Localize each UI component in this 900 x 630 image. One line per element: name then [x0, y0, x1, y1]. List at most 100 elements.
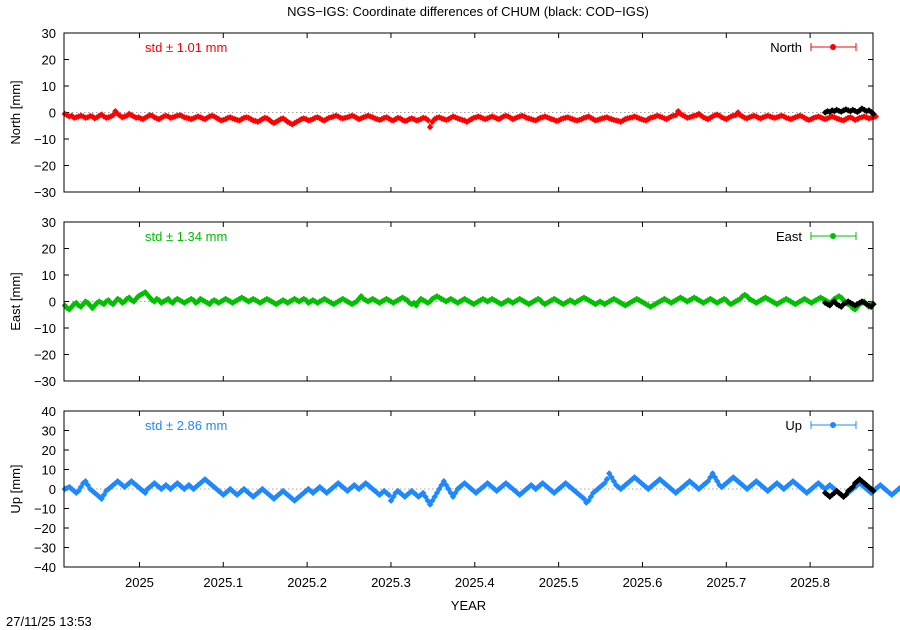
data-point — [93, 114, 101, 121]
y-tick-label: −20 — [34, 159, 56, 174]
data-point — [236, 117, 243, 124]
data-point — [509, 485, 516, 493]
data-point — [550, 116, 558, 124]
data-point — [649, 481, 657, 489]
data-point — [672, 111, 680, 119]
data-point — [856, 107, 863, 114]
y-tick-label: 0 — [49, 482, 56, 497]
data-point — [780, 113, 788, 120]
data-point — [861, 479, 868, 487]
data-point — [805, 298, 813, 305]
data-point — [626, 299, 634, 307]
data-point — [739, 113, 746, 120]
data-point — [725, 114, 732, 121]
y-tick-label: −10 — [34, 502, 56, 517]
data-point — [130, 113, 137, 120]
data-point — [734, 478, 742, 485]
data-point — [810, 298, 817, 305]
data-point — [227, 114, 234, 121]
data-point — [771, 481, 778, 489]
data-point — [631, 296, 638, 304]
data-point — [720, 481, 728, 489]
data-point — [697, 298, 705, 305]
data-point — [61, 485, 69, 493]
data-point — [693, 483, 700, 491]
data-point — [640, 299, 647, 307]
data-point — [560, 481, 567, 489]
data-point — [334, 113, 342, 120]
data-point — [766, 296, 774, 304]
data-point — [585, 497, 592, 504]
data-point — [231, 298, 239, 305]
data-point — [562, 299, 569, 307]
data-point — [109, 481, 117, 489]
data-point — [707, 295, 714, 303]
data-point — [594, 299, 601, 307]
data-point — [725, 478, 732, 485]
data-point — [585, 113, 592, 120]
data-point — [573, 298, 581, 305]
data-point — [640, 481, 647, 489]
data-point — [107, 113, 114, 120]
data-point — [720, 295, 728, 303]
data-point — [815, 295, 822, 303]
data-point — [679, 295, 686, 303]
data-point — [645, 485, 652, 493]
data-point — [89, 304, 96, 312]
data-point — [167, 298, 174, 305]
legend-label: Up — [785, 418, 802, 433]
data-point — [351, 113, 358, 120]
data-point — [743, 293, 751, 300]
data-point — [589, 115, 597, 123]
data-point — [851, 302, 859, 309]
data-point — [684, 479, 691, 487]
data-point — [603, 476, 611, 483]
panel-east: 30 20 10 0 −10 −20 −30 std ± 1.34 mm East East [m… — [8, 215, 877, 389]
plot-frame — [63, 410, 874, 568]
legend-label: North — [770, 40, 802, 55]
data-point — [564, 298, 572, 305]
data-point — [856, 476, 863, 483]
data-point — [762, 294, 769, 301]
data-point — [847, 299, 854, 307]
data-point — [734, 109, 742, 116]
data-point — [766, 485, 774, 493]
data-point — [883, 487, 891, 495]
data-point — [580, 495, 588, 502]
data-point — [856, 299, 863, 307]
data-point — [461, 117, 468, 124]
data-point — [893, 487, 900, 495]
data-point — [762, 485, 769, 493]
data-point — [808, 115, 815, 123]
data-point — [491, 114, 498, 121]
data-point — [238, 487, 245, 495]
data-point — [649, 302, 657, 309]
data-point — [819, 483, 827, 491]
data-point — [658, 114, 666, 121]
data-point — [684, 298, 691, 305]
x-axis-label: YEAR — [451, 598, 486, 613]
data-point — [562, 479, 569, 487]
data-point — [789, 115, 797, 122]
data-point — [93, 299, 101, 307]
x-tick-label: 2025.6 — [623, 575, 663, 590]
data-point — [748, 296, 755, 304]
data-point — [826, 108, 834, 116]
data-point — [716, 298, 723, 305]
data-point — [702, 479, 709, 487]
data-point — [612, 296, 620, 304]
data-point — [822, 299, 829, 307]
data-point — [757, 296, 765, 304]
data-point — [681, 296, 689, 304]
data-point — [851, 107, 859, 115]
data-point — [838, 108, 845, 115]
y-tick-label: 10 — [42, 463, 56, 478]
legend-label: East — [776, 229, 802, 244]
data-point — [91, 115, 98, 122]
y-tick-label: −20 — [34, 521, 56, 536]
data-point — [245, 489, 252, 497]
data-point — [181, 299, 188, 307]
data-point — [828, 483, 836, 491]
data-point — [677, 110, 684, 118]
data-point — [798, 113, 806, 120]
